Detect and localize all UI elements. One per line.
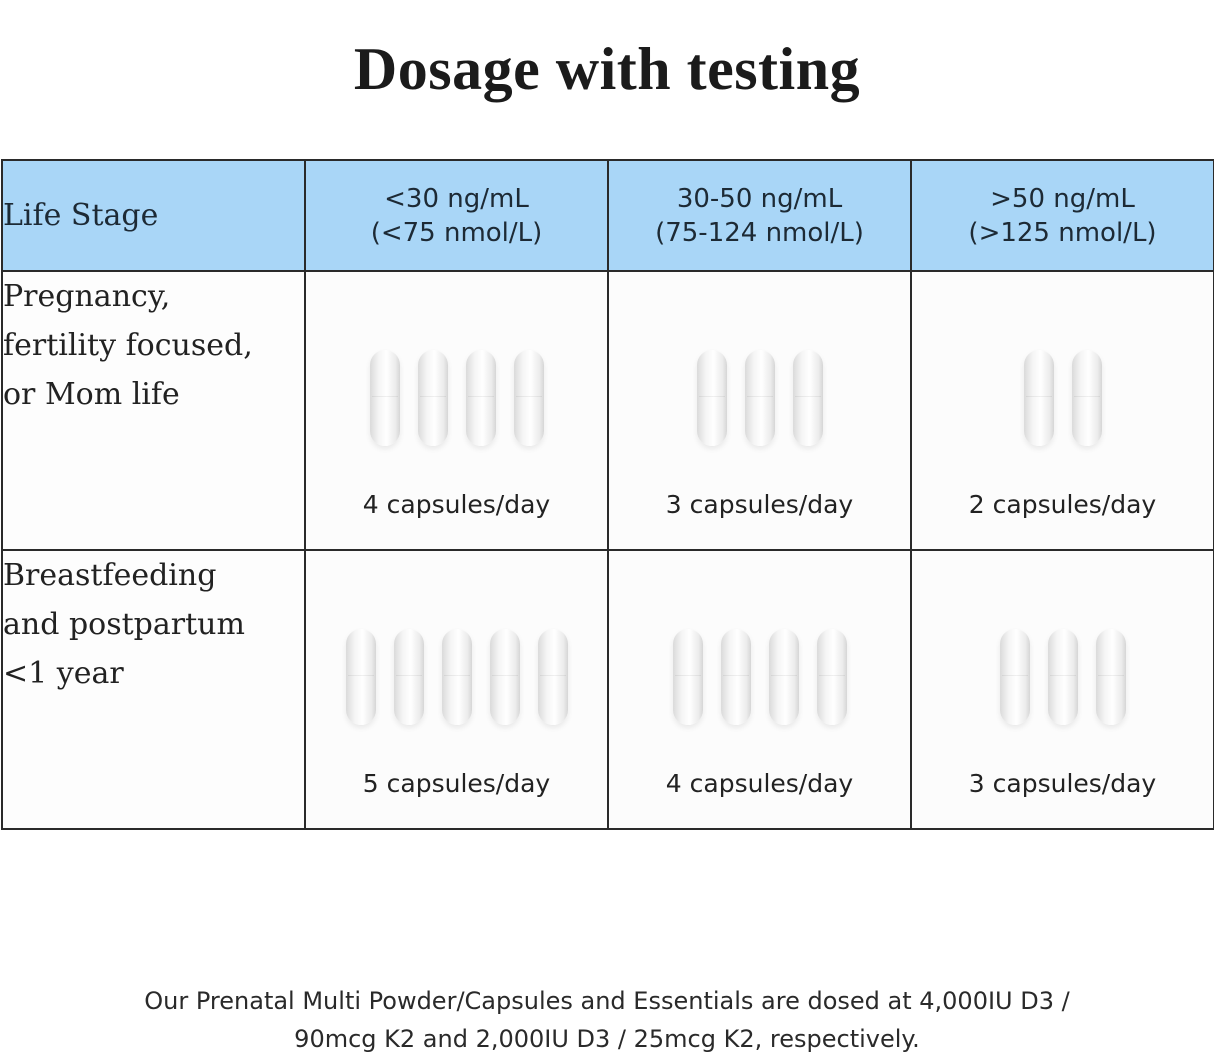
dose-cell: 2 capsules/day <box>910 270 1214 551</box>
dose-label: 3 capsules/day <box>665 490 854 519</box>
level-header-nmol: (<75 nmol/L) <box>370 217 543 248</box>
dosage-table: Life Stage <30 ng/mL (<75 nmol/L) 30-50 … <box>1 159 1214 830</box>
dose-cell: 5 capsules/day <box>304 549 609 830</box>
capsule-group <box>609 350 910 450</box>
life-stage-line: and postpartum <box>3 607 245 642</box>
life-stage-line: fertility focused, <box>3 328 253 363</box>
level-header-nmol: (>125 nmol/L) <box>968 217 1157 248</box>
capsule-icon <box>369 350 400 446</box>
dose-label: 4 capsules/day <box>362 490 551 519</box>
dose-cell: 4 capsules/day <box>607 549 912 830</box>
capsule-group <box>912 629 1213 729</box>
level-header-ngml: >50 ng/mL <box>990 183 1135 214</box>
capsule-group <box>912 350 1213 450</box>
level-header-mid: 30-50 ng/mL (75-124 nmol/L) <box>607 159 912 272</box>
life-stage-header: Life Stage <box>1 159 306 272</box>
capsule-icon <box>537 629 568 725</box>
level-header-ngml: <30 ng/mL <box>384 183 529 214</box>
capsule-icon <box>768 629 799 725</box>
capsule-icon <box>345 629 376 725</box>
capsule-icon <box>465 350 496 446</box>
dose-cell: 3 capsules/day <box>910 549 1214 830</box>
footnote-line: Our Prenatal Multi Powder/Capsules and E… <box>144 987 1070 1015</box>
capsule-icon <box>513 350 544 446</box>
level-header-high: >50 ng/mL (>125 nmol/L) <box>910 159 1214 272</box>
dose-cell: 4 capsules/day <box>304 270 609 551</box>
footnote-line: 90mcg K2 and 2,000IU D3 / 25mcg K2, resp… <box>294 1025 920 1053</box>
capsule-icon <box>1095 629 1126 725</box>
capsule-icon <box>792 350 823 446</box>
capsule-group <box>609 629 910 729</box>
dose-cell: 3 capsules/day <box>607 270 912 551</box>
footnote: Our Prenatal Multi Powder/Capsules and E… <box>0 982 1214 1058</box>
level-header-ngml: 30-50 ng/mL <box>676 183 843 214</box>
capsule-icon <box>999 629 1030 725</box>
capsule-icon <box>1071 350 1102 446</box>
life-stage-line: Pregnancy, <box>3 279 171 314</box>
dose-label: 2 capsules/day <box>968 490 1157 519</box>
capsule-icon <box>1047 629 1078 725</box>
dose-label: 3 capsules/day <box>968 769 1157 798</box>
table-row-breastfeeding: Breastfeeding and postpartum <1 year 5 c… <box>1 549 1214 830</box>
capsule-icon <box>489 629 520 725</box>
header-row: Life Stage <30 ng/mL (<75 nmol/L) 30-50 … <box>1 159 1214 272</box>
life-stage-line: Breastfeeding <box>3 558 217 593</box>
life-stage-cell: Pregnancy, fertility focused, or Mom lif… <box>1 270 306 551</box>
capsule-icon <box>672 629 703 725</box>
table-row-pregnancy: Pregnancy, fertility focused, or Mom lif… <box>1 270 1214 551</box>
capsule-group <box>306 629 607 729</box>
capsule-icon <box>441 629 472 725</box>
page-title: Dosage with testing <box>353 36 861 103</box>
capsule-icon <box>1023 350 1054 446</box>
capsule-icon <box>720 629 751 725</box>
level-header-low: <30 ng/mL (<75 nmol/L) <box>304 159 609 272</box>
capsule-icon <box>417 350 448 446</box>
life-stage-cell: Breastfeeding and postpartum <1 year <box>1 549 306 830</box>
level-header-nmol: (75-124 nmol/L) <box>655 217 864 248</box>
capsule-icon <box>393 629 424 725</box>
capsule-icon <box>816 629 847 725</box>
life-stage-line: <1 year <box>3 656 124 691</box>
capsule-icon <box>744 350 775 446</box>
capsule-group <box>306 350 607 450</box>
life-stage-line: or Mom life <box>3 377 180 412</box>
dose-label: 5 capsules/day <box>362 769 551 798</box>
dose-label: 4 capsules/day <box>665 769 854 798</box>
capsule-icon <box>696 350 727 446</box>
